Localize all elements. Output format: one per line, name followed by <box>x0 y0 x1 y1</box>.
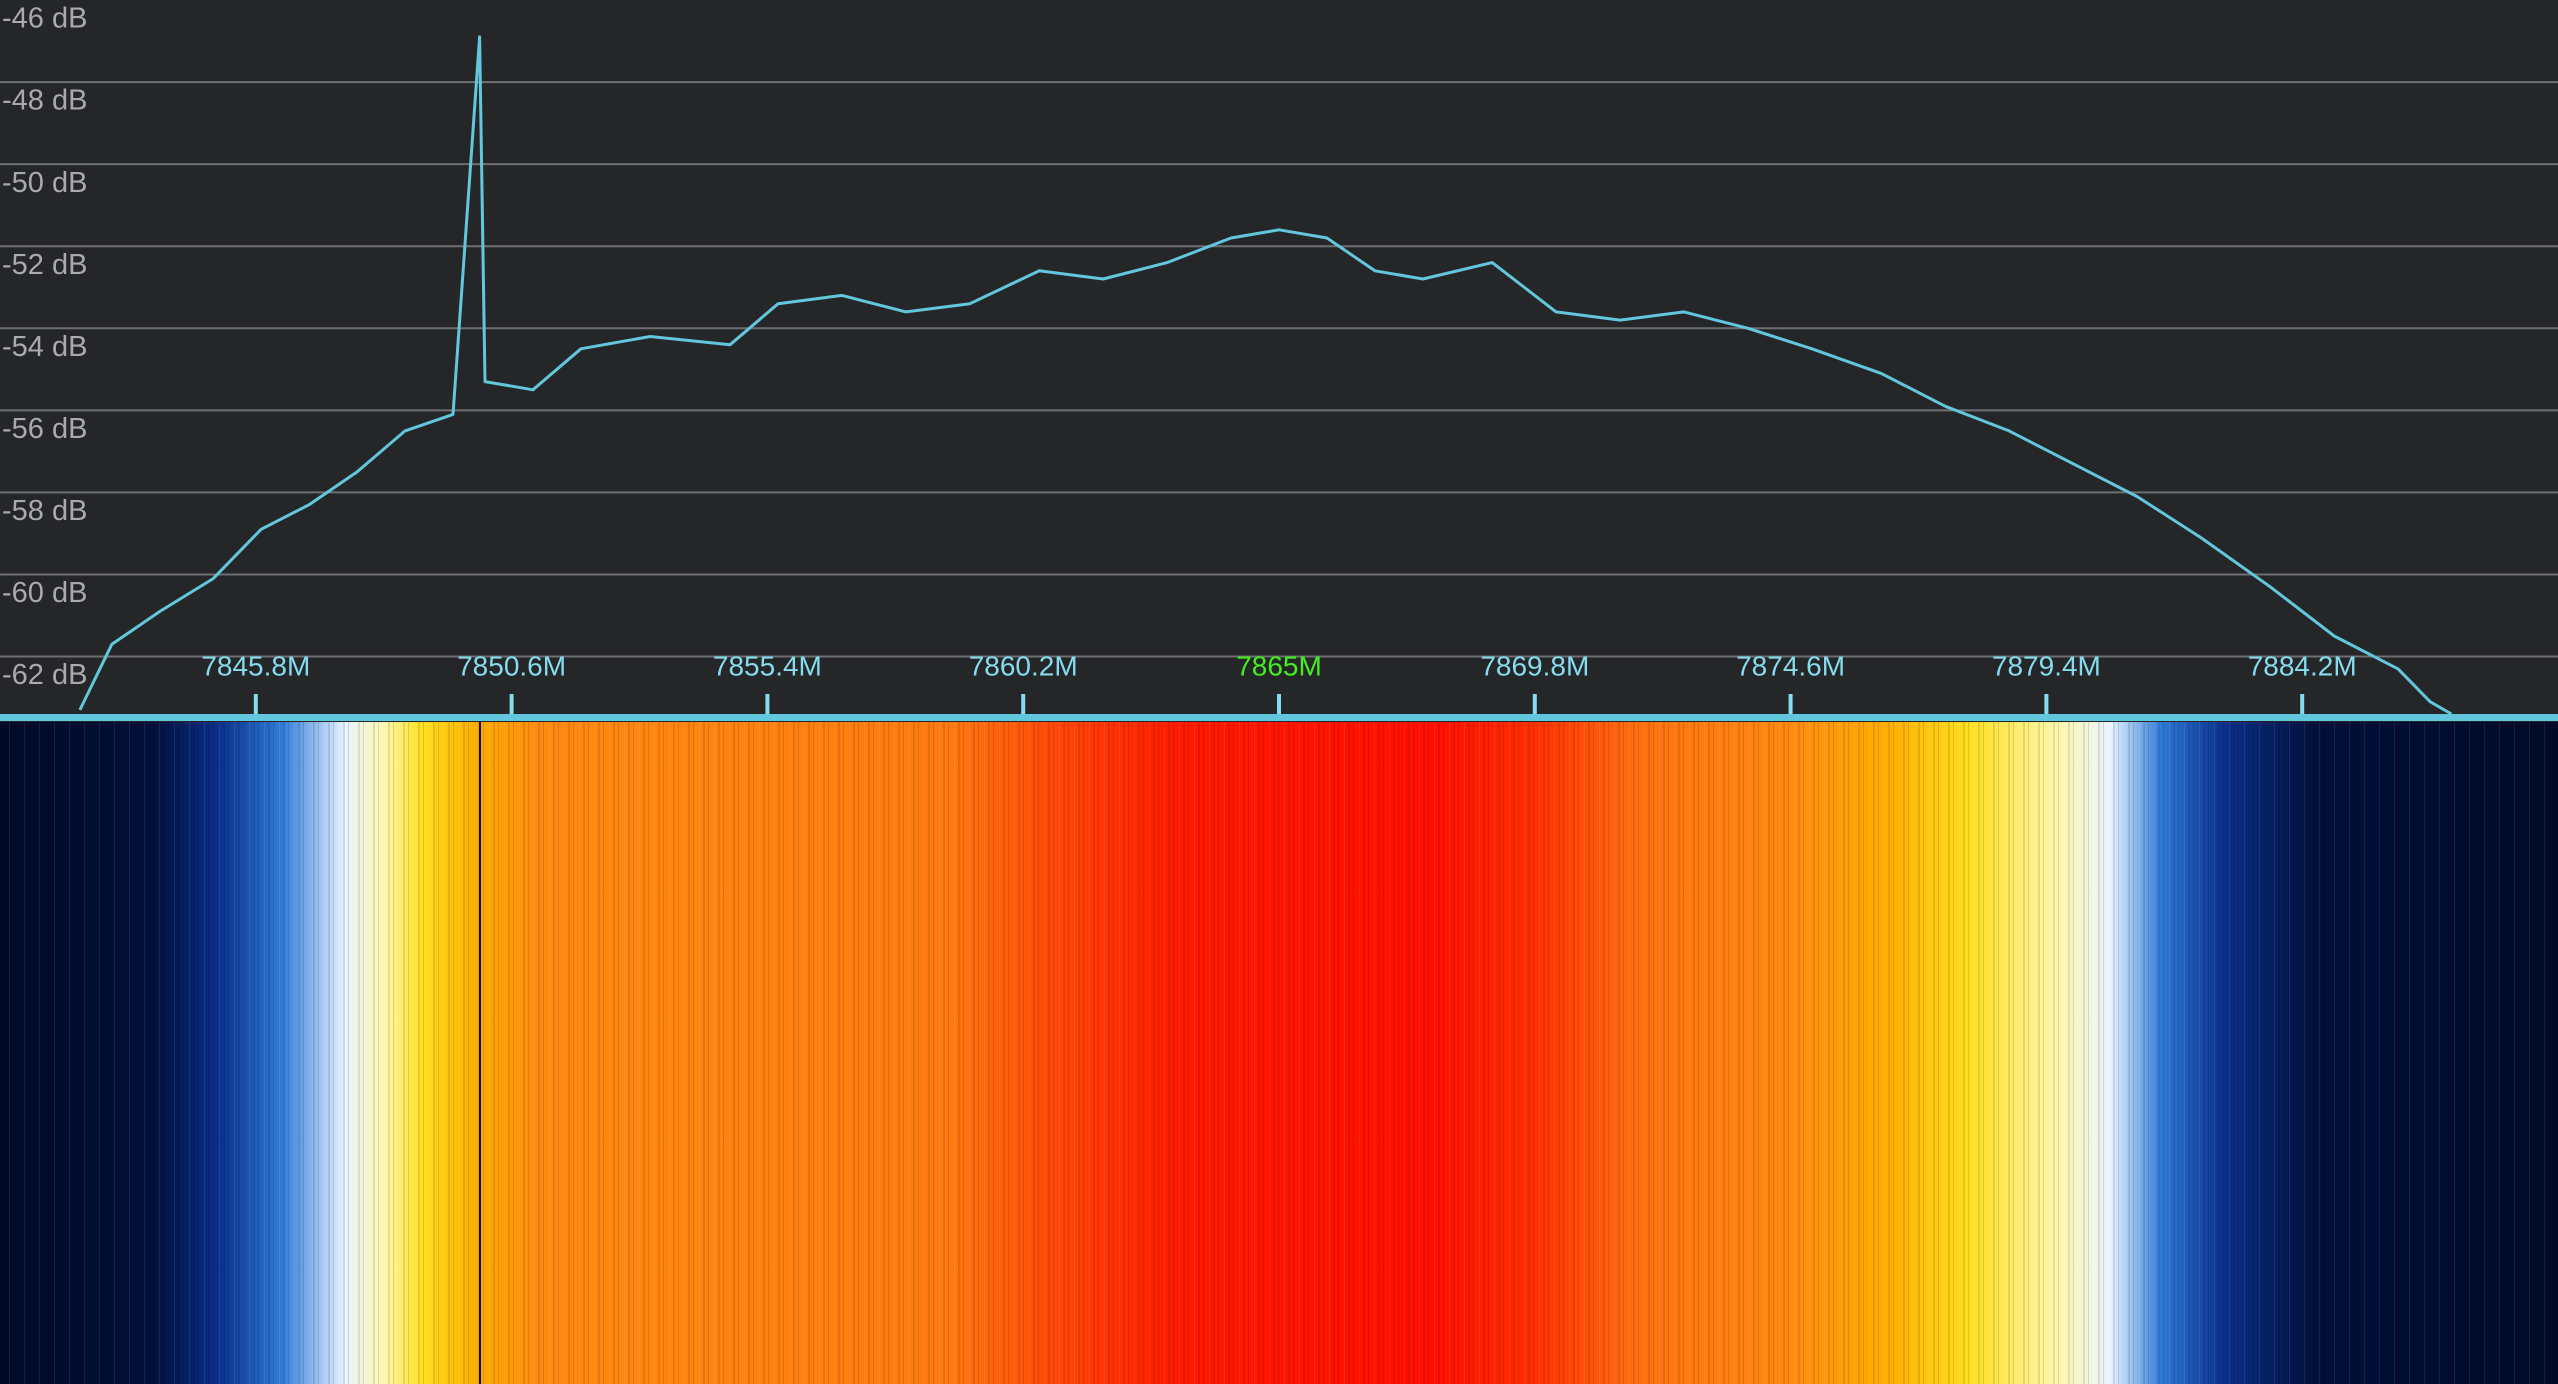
x-tick-label: 7884.2M <box>2248 650 2357 681</box>
x-tick-label: 7879.4M <box>1992 650 2101 681</box>
x-tick-label: 7865M <box>1236 650 1322 681</box>
spectrum-chart: -46 dB -48 dB -50 dB -52 dB -54 dB -56 dB -58 … <box>0 0 2558 722</box>
y-tick-label: -54 dB <box>2 331 87 363</box>
x-axis-baseline <box>0 714 2558 721</box>
x-tick-label: 7860.2M <box>969 650 1078 681</box>
y-tick-label: -58 dB <box>2 495 87 527</box>
x-tick-label: 7850.6M <box>457 650 566 681</box>
waterfall <box>0 722 2558 1384</box>
spectrum-line <box>78 35 2453 716</box>
y-tick-label: -50 dB <box>2 167 87 199</box>
y-tick-label: -60 dB <box>2 577 87 609</box>
plot-background <box>0 0 2558 722</box>
y-tick-label: -56 dB <box>2 413 87 445</box>
x-tick-label: 7855.4M <box>713 650 822 681</box>
y-tick-label: -62 dB <box>2 659 87 691</box>
x-tick-label: 7845.8M <box>201 650 310 681</box>
y-tick-label: -46 dB <box>2 3 87 35</box>
y-tick-label: -48 dB <box>2 85 87 117</box>
x-tick-label: 7869.8M <box>1480 650 1589 681</box>
y-tick-label: -52 dB <box>2 249 87 281</box>
x-tick-label: 7874.6M <box>1736 650 1845 681</box>
waterfall-spur-line <box>478 722 481 1384</box>
